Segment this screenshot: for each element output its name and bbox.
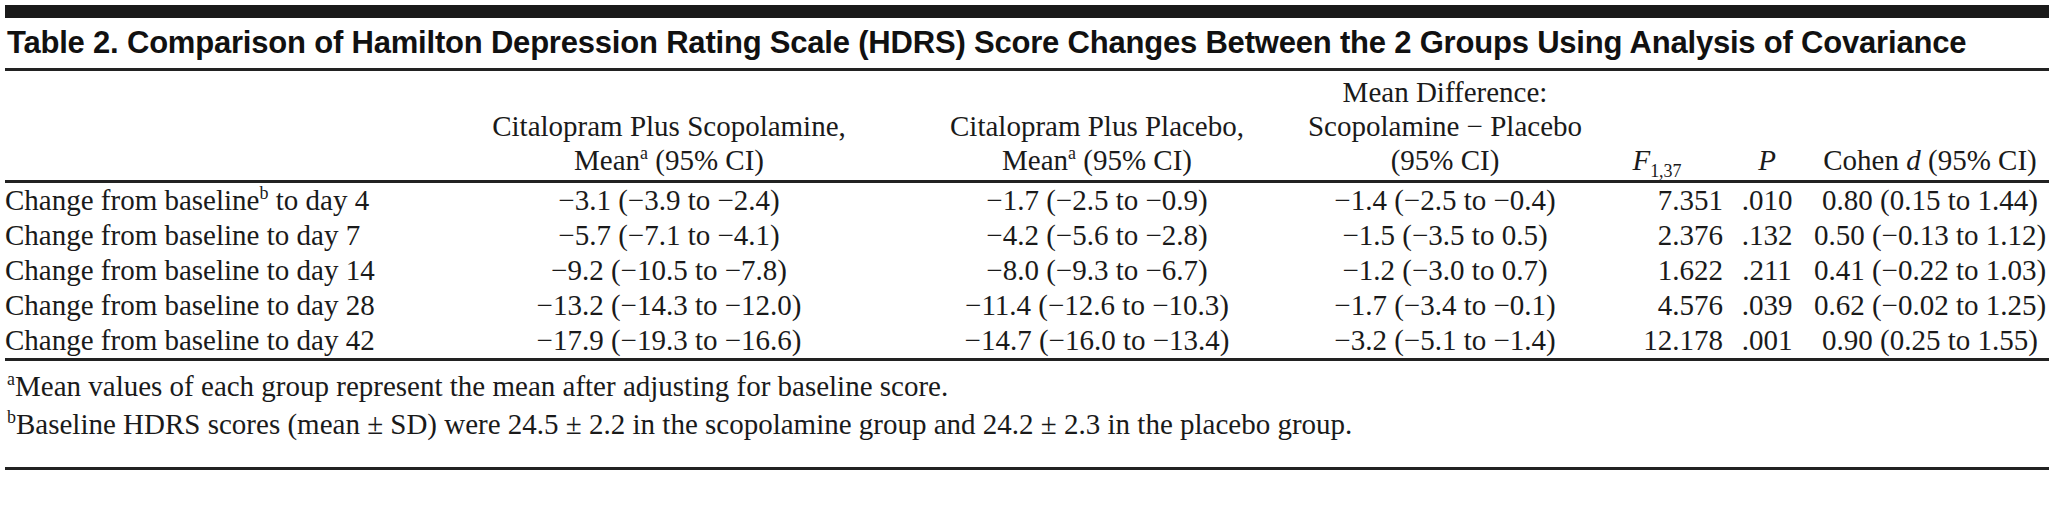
p-value-cell: .010 <box>1723 182 1811 219</box>
row-label-text: Change from baseline <box>5 219 259 251</box>
footnote-b-text: Baseline HDRS scores (mean ± SD) were 24… <box>16 408 1352 440</box>
f-value-cell: 2.376 <box>1591 218 1723 253</box>
header-scopolamine-line1: Citalopram Plus Scopolamine, <box>492 110 846 142</box>
table-bottom-rule <box>5 467 2049 470</box>
row-label-suffix: to day 7 <box>259 219 360 251</box>
cohen-d-symbol: d <box>1906 144 1921 176</box>
cohen-d-cell: 0.41 (−0.22 to 1.03) <box>1811 253 2049 288</box>
row-label-suffix: to day 14 <box>259 254 374 286</box>
row-label-text: Change from baseline <box>5 289 259 321</box>
header-mean-difference: Mean Difference: Scopolamine − Placebo (… <box>1299 71 1591 182</box>
f-value-cell: 4.576 <box>1591 288 1723 323</box>
cohen-d-cell: 0.80 (0.15 to 1.44) <box>1811 182 2049 219</box>
table-header: Citalopram Plus Scopolamine, Meana (95% … <box>5 71 2049 182</box>
table-row-day4: Change from baselineb to day 4 −3.1 (−3.… <box>5 182 2049 219</box>
row-label-text: Change from baseline <box>5 254 259 286</box>
header-f-statistic: F1,37 <box>1591 71 1723 182</box>
table-row-day14: Change from baseline to day 14 −9.2 (−10… <box>5 253 2049 288</box>
header-placebo-group: Citalopram Plus Placebo, Meana (95% CI) <box>895 71 1299 182</box>
table-row-day7: Change from baseline to day 7 −5.7 (−7.1… <box>5 218 2049 253</box>
row-label: Change from baseline to day 7 <box>5 218 443 253</box>
p-value-cell: .132 <box>1723 218 1811 253</box>
row-label-suffix: to day 42 <box>259 324 374 356</box>
footnote-marker-a: a <box>640 143 648 163</box>
table-row-day28: Change from baseline to day 28 −13.2 (−1… <box>5 288 2049 323</box>
header-scopolamine-group: Citalopram Plus Scopolamine, Meana (95% … <box>443 71 895 182</box>
table-row-day42: Change from baseline to day 42 −17.9 (−1… <box>5 323 2049 360</box>
mean-difference-cell: −3.2 (−5.1 to −1.4) <box>1299 323 1591 360</box>
table-figure: Table 2. Comparison of Hamilton Depressi… <box>5 0 2049 470</box>
header-row-label-column <box>5 71 443 182</box>
scopolamine-mean-cell: −17.9 (−19.3 to −16.6) <box>443 323 895 360</box>
cohen-d-cell: 0.50 (−0.13 to 1.12) <box>1811 218 2049 253</box>
mean-difference-cell: −1.7 (−3.4 to −0.1) <box>1299 288 1591 323</box>
f-value-cell: 1.622 <box>1591 253 1723 288</box>
footnote-marker-a: a <box>1068 143 1076 163</box>
header-placebo-line1: Citalopram Plus Placebo, <box>950 110 1244 142</box>
scopolamine-mean-cell: −3.1 (−3.9 to −2.4) <box>443 182 895 219</box>
hdrs-comparison-table: Citalopram Plus Scopolamine, Meana (95% … <box>5 71 2049 361</box>
row-label-text: Change from baseline <box>5 184 259 216</box>
table-footnotes: aMean values of each group represent the… <box>5 361 2049 443</box>
row-label: Change from baseline to day 28 <box>5 288 443 323</box>
scopolamine-mean-cell: −13.2 (−14.3 to −12.0) <box>443 288 895 323</box>
row-label: Change from baselineb to day 4 <box>5 182 443 219</box>
p-symbol: P <box>1758 144 1776 176</box>
f-value-cell: 7.351 <box>1591 182 1723 219</box>
cohen-d-cell: 0.90 (0.25 to 1.55) <box>1811 323 2049 360</box>
f-value-cell: 12.178 <box>1591 323 1723 360</box>
placebo-mean-cell: −11.4 (−12.6 to −10.3) <box>895 288 1299 323</box>
table-top-bar <box>5 5 2049 18</box>
footnote-b: bBaseline HDRS scores (mean ± SD) were 2… <box>7 405 2047 443</box>
footnote-b-marker: b <box>7 407 16 427</box>
cohen-ci: (95% CI) <box>1921 144 2037 176</box>
row-label-suffix: to day 28 <box>259 289 374 321</box>
table-title: Table 2. Comparison of Hamilton Depressi… <box>5 18 2049 68</box>
header-diff-line1: Mean Difference: <box>1343 76 1548 108</box>
p-value-cell: .211 <box>1723 253 1811 288</box>
placebo-mean-cell: −14.7 (−16.0 to −13.4) <box>895 323 1299 360</box>
cohen-prefix: Cohen <box>1823 144 1906 176</box>
cohen-d-cell: 0.62 (−0.02 to 1.25) <box>1811 288 2049 323</box>
mean-difference-cell: −1.5 (−3.5 to 0.5) <box>1299 218 1591 253</box>
scopolamine-mean-cell: −9.2 (−10.5 to −7.8) <box>443 253 895 288</box>
header-p-value: P <box>1723 71 1811 182</box>
header-placebo-ci: (95% CI) <box>1076 144 1192 176</box>
footnote-a-text: Mean values of each group represent the … <box>15 370 948 402</box>
header-row: Citalopram Plus Scopolamine, Meana (95% … <box>5 71 2049 182</box>
header-diff-line2: Scopolamine − Placebo <box>1308 110 1582 142</box>
p-value-cell: .039 <box>1723 288 1811 323</box>
header-scopolamine-mean: Mean <box>574 144 640 176</box>
placebo-mean-cell: −8.0 (−9.3 to −6.7) <box>895 253 1299 288</box>
mean-difference-cell: −1.2 (−3.0 to 0.7) <box>1299 253 1591 288</box>
row-label: Change from baseline to day 14 <box>5 253 443 288</box>
footnote-a: aMean values of each group represent the… <box>7 367 2047 405</box>
placebo-mean-cell: −4.2 (−5.6 to −2.8) <box>895 218 1299 253</box>
header-scopolamine-ci: (95% CI) <box>648 144 764 176</box>
mean-difference-cell: −1.4 (−2.5 to −0.4) <box>1299 182 1591 219</box>
row-label-text: Change from baseline <box>5 324 259 356</box>
header-placebo-mean: Mean <box>1002 144 1068 176</box>
table-body: Change from baselineb to day 4 −3.1 (−3.… <box>5 182 2049 360</box>
placebo-mean-cell: −1.7 (−2.5 to −0.9) <box>895 182 1299 219</box>
scopolamine-mean-cell: −5.7 (−7.1 to −4.1) <box>443 218 895 253</box>
f-degrees-of-freedom: 1,37 <box>1650 161 1681 181</box>
p-value-cell: .001 <box>1723 323 1811 360</box>
header-cohen-d: Cohen d (95% CI) <box>1811 71 2049 182</box>
footnote-a-marker: a <box>7 369 15 389</box>
header-diff-line3: (95% CI) <box>1391 144 1500 176</box>
row-label: Change from baseline to day 42 <box>5 323 443 360</box>
row-label-suffix: to day 4 <box>268 184 369 216</box>
f-symbol: F <box>1632 144 1650 176</box>
